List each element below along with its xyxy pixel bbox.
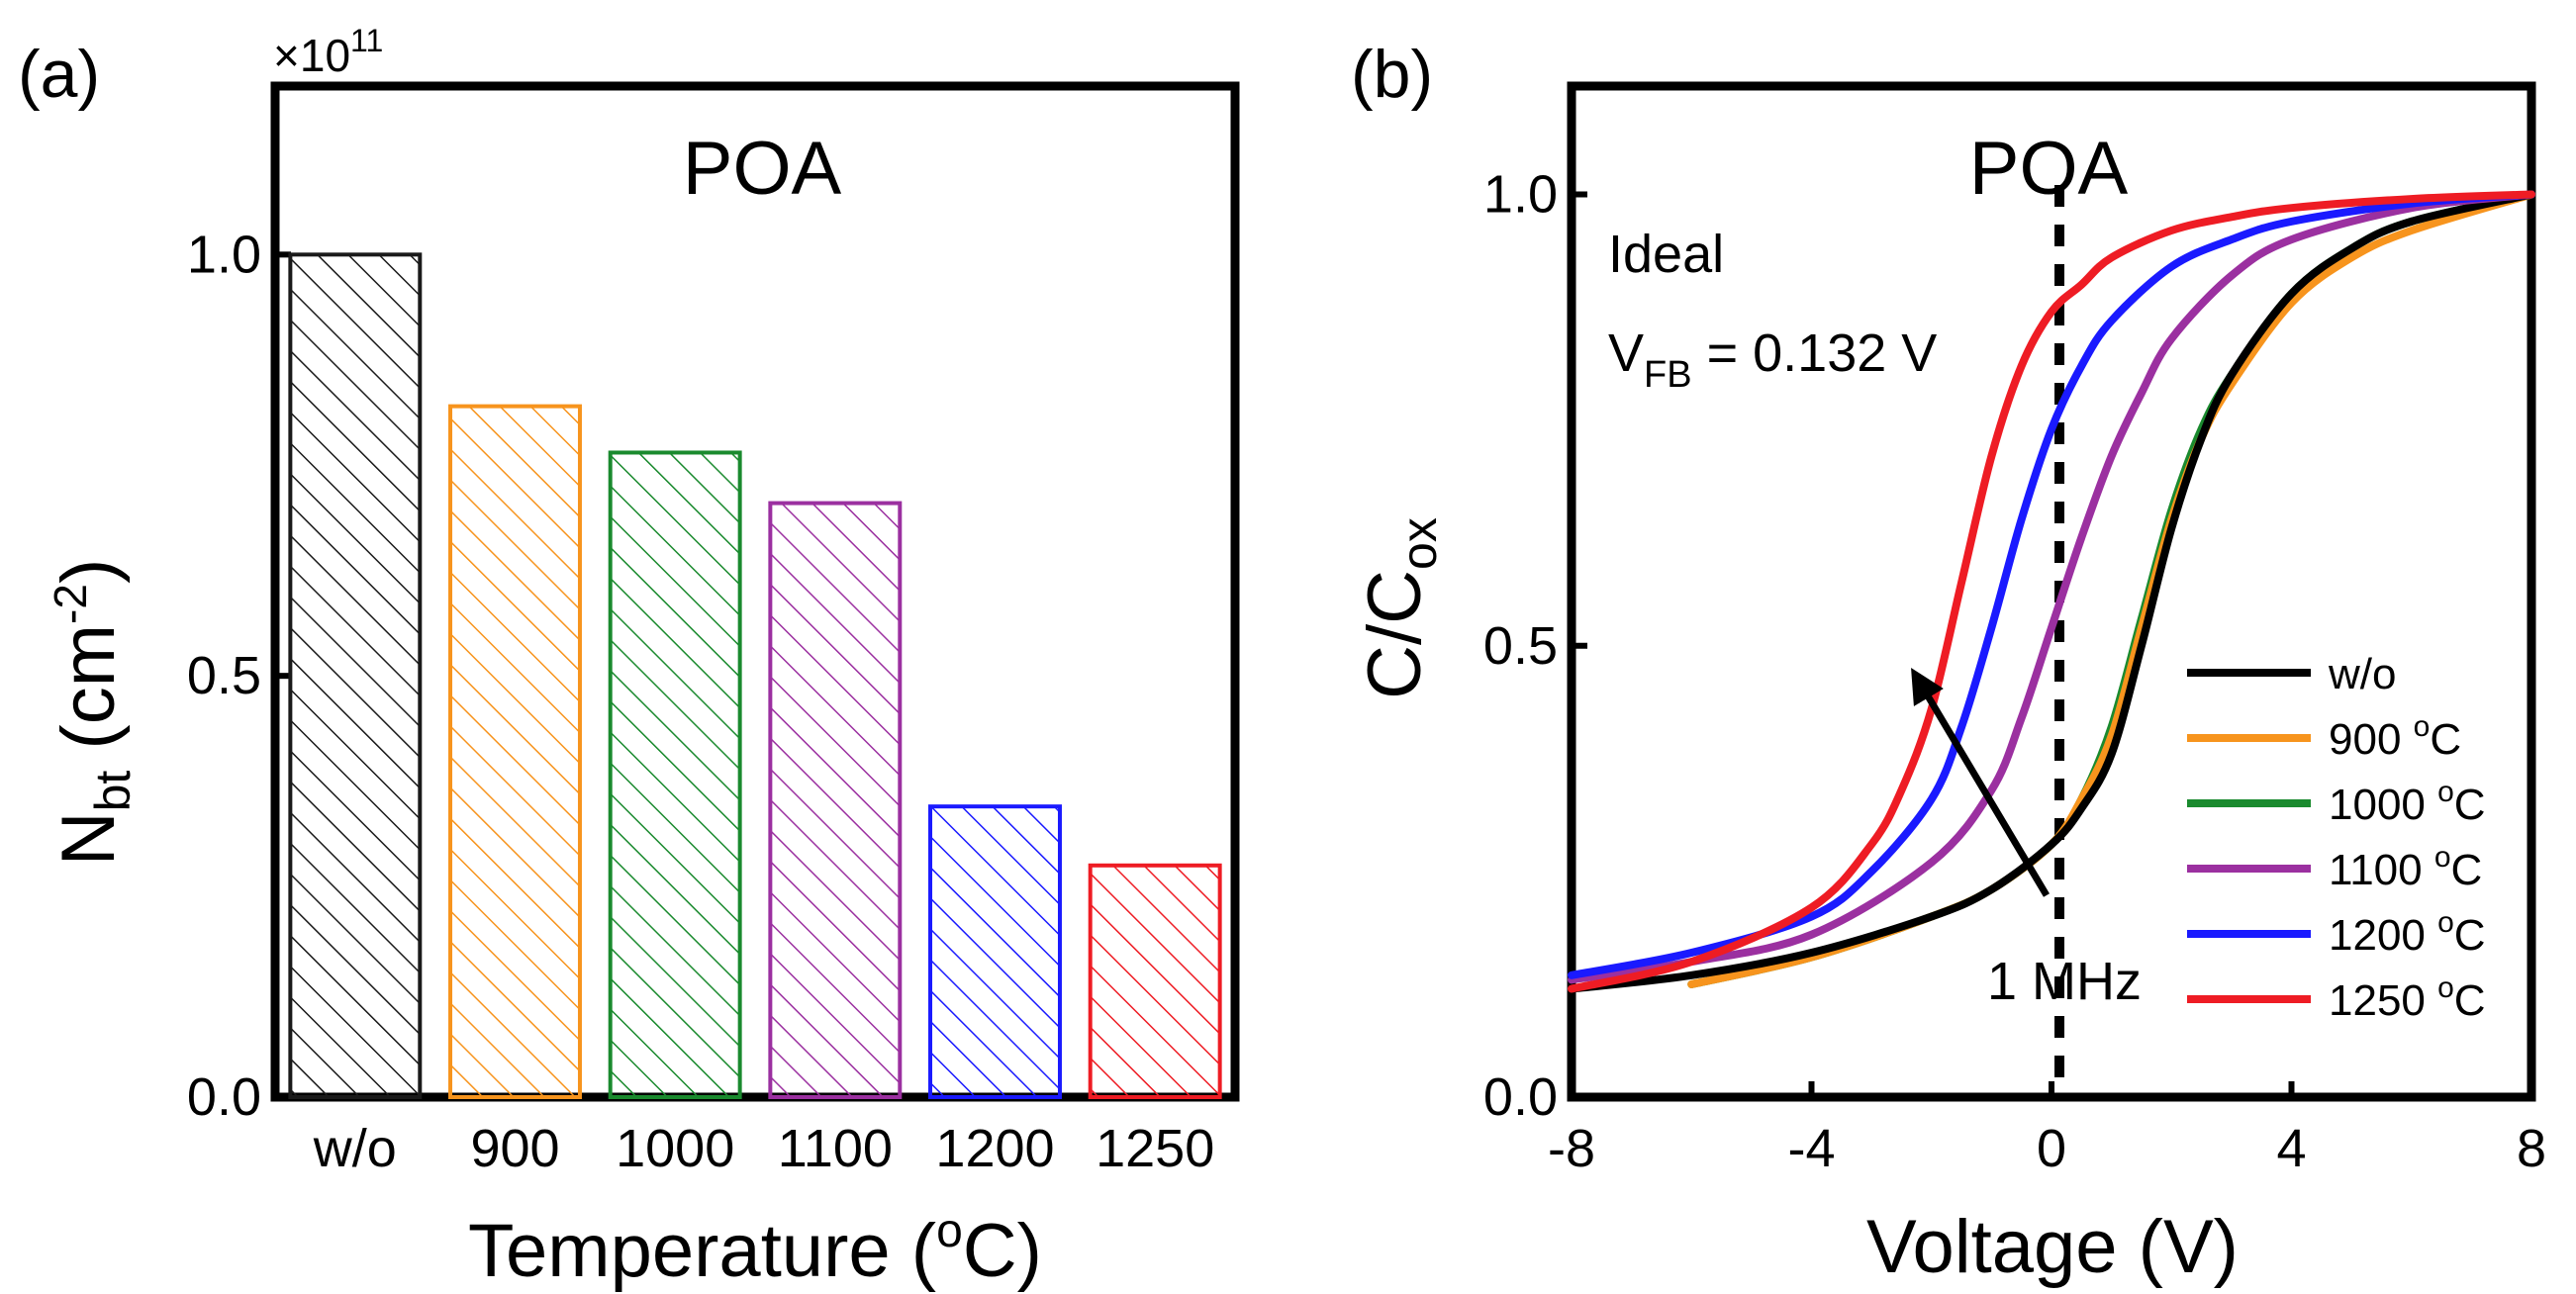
frequency-arrow: [1911, 667, 2051, 897]
ytick-label: 0.0: [1483, 1067, 1558, 1127]
legend-label-w/o: w/o: [2328, 650, 2396, 698]
panel-b: (b) POA 0.0 0.5 1.0 -8 -4 0 4 8 Ideal VFB = 0.…: [1351, 37, 2546, 1289]
panel-b-ylabel: C/Cox: [1353, 517, 1447, 699]
curve-w/o: [1568, 190, 2535, 993]
legend: w/o 900 oC 1000 oC 1100 oC 1200 oC 1250 oC: [2187, 650, 2486, 1025]
bar-1100: [768, 501, 903, 1099]
panel-a-title: POA: [683, 127, 842, 211]
panel-b-label: (b): [1351, 37, 1433, 112]
curve-1250: [1568, 190, 2535, 993]
ytick-label: 0.5: [1483, 616, 1558, 676]
legend-label-1000: 1000 oC: [2329, 776, 2486, 829]
ylabel-unit: (cm: [47, 624, 131, 750]
bar-1000: [608, 450, 742, 1100]
ytick-label: 0.0: [187, 1067, 261, 1127]
xtick-label: -8: [1548, 1119, 1595, 1178]
ylabel-sub: bt: [85, 771, 141, 812]
xtick-label: 0: [2037, 1119, 2066, 1178]
legend-label-900: 900 oC: [2329, 710, 2461, 764]
ylabel-unit-sup: -2: [45, 584, 96, 624]
xlabel-main: Temperature (: [468, 1209, 936, 1293]
panel-b-curves: [1568, 190, 2535, 993]
ylabel-main: N: [47, 811, 131, 866]
curve-1200: [1568, 190, 2535, 979]
legend-label-1250: 1250 oC: [2329, 971, 2486, 1025]
category-label: 1000: [616, 1119, 734, 1178]
panel-b-title: POA: [1969, 127, 2129, 211]
panel-a-multiplier: ×1011: [273, 23, 383, 81]
panel-a: (a) ×1011 POA 0.0 0.5 1.0 w/o 900 1000 1100 12…: [18, 23, 1240, 1293]
ytick-label: 1.0: [187, 225, 261, 284]
bar-w/o: [288, 252, 423, 1100]
xlabel-post: C): [963, 1209, 1042, 1293]
multiplier-base: ×10: [273, 30, 350, 81]
ylabel-main: C/C: [1353, 570, 1437, 699]
panel-a-xlabel: Temperature (oC): [468, 1205, 1042, 1293]
multiplier-exponent: 11: [350, 23, 383, 58]
category-label: 1200: [935, 1119, 1054, 1178]
frequency-label: 1 MHz: [1987, 952, 2142, 1011]
panel-b-yaxis: 0.0 0.5 1.0: [1483, 165, 1587, 1127]
ylabel-unit-post: ): [47, 559, 131, 584]
ylabel-sub: ox: [1391, 517, 1447, 570]
xtick-label: -4: [1787, 1119, 1835, 1178]
vfb-main: V: [1608, 324, 1644, 383]
bar-1250: [1088, 863, 1222, 1100]
bar-900: [448, 404, 582, 1099]
ytick-label: 0.5: [187, 646, 261, 705]
category-label: 1250: [1096, 1119, 1214, 1178]
ideal-label: Ideal: [1608, 225, 1724, 284]
bar-1200: [928, 804, 1062, 1099]
legend-label-1200: 1200 oC: [2329, 906, 2486, 960]
vfb-value: = 0.132 V: [1692, 324, 1938, 383]
panel-a-yaxis: 0.0 0.5 1.0: [187, 225, 291, 1127]
curve-1100: [1568, 190, 2535, 984]
category-label: 900: [470, 1119, 559, 1178]
panel-a-label: (a): [18, 37, 100, 112]
vfb-annotation: VFB = 0.132 V: [1608, 324, 1937, 396]
legend-label-1100: 1100 oC: [2329, 841, 2482, 894]
panel-a-bars: [288, 252, 1222, 1100]
panel-b-xlabel: Voltage (V): [1866, 1205, 2239, 1289]
category-label: w/o: [313, 1119, 397, 1178]
category-label: 1100: [778, 1119, 893, 1178]
xtick-label: 4: [2276, 1119, 2306, 1178]
xlabel-sup: o: [936, 1205, 963, 1257]
panel-a-frame: [270, 81, 1240, 1102]
ytick-label: 1.0: [1483, 165, 1558, 225]
xtick-label: 8: [2517, 1119, 2546, 1178]
vfb-sub: FB: [1644, 354, 1692, 396]
panel-a-xaxis: w/o 900 1000 1100 1200 1250: [313, 1119, 1214, 1178]
panel-a-ylabel: Nbt (cm-2): [45, 559, 141, 867]
panel-b-xaxis: -8 -4 0 4 8: [1548, 1081, 2546, 1178]
